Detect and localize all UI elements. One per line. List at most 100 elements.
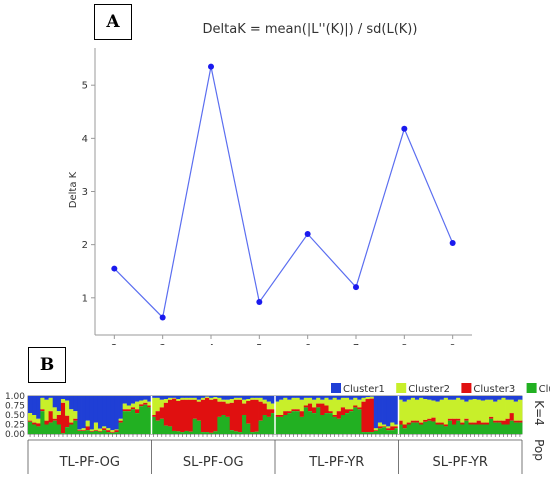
admixture-segment — [299, 416, 305, 434]
admixture-segment — [213, 397, 218, 400]
admixture-segment — [275, 396, 280, 402]
admixture-segment — [250, 396, 255, 398]
admixture-segment — [155, 420, 161, 434]
admixture-segment — [427, 420, 432, 434]
admixture-segment — [126, 411, 132, 434]
admixture-segment — [501, 420, 506, 425]
admixture-segment — [151, 416, 157, 434]
admixture-segment — [291, 397, 296, 410]
admixture-segment — [497, 399, 502, 421]
admixture-segment — [439, 399, 445, 423]
admixture-segment — [242, 403, 247, 415]
admixture-segment — [205, 432, 210, 434]
admixture-segment — [130, 396, 136, 404]
admixture-segment — [184, 399, 189, 431]
admixture-segment — [431, 417, 436, 422]
admixture-segment — [349, 396, 354, 400]
panel-b-label: B — [28, 347, 66, 383]
admixture-segment — [97, 428, 103, 431]
deltak-y-tick-label: 1 — [82, 293, 88, 304]
deltak-point — [208, 63, 214, 70]
admixture-segment — [233, 431, 239, 434]
legend-swatch — [461, 383, 472, 393]
admixture-segment — [270, 413, 276, 434]
admixture-segment — [135, 413, 140, 434]
admixture-segment — [40, 409, 45, 412]
admixture-segment — [176, 431, 181, 434]
deltak-y-axis-label: Delta K — [68, 171, 79, 208]
admixture-segment — [40, 397, 45, 410]
admixture-segment — [266, 401, 272, 410]
admixture-segment — [460, 399, 465, 423]
admixture-segment — [299, 399, 305, 412]
admixture-segment — [386, 396, 391, 427]
admixture-segment — [316, 403, 321, 408]
admixture-segment — [353, 407, 358, 434]
admixture-segment — [246, 399, 251, 401]
admixture-segment — [77, 429, 82, 431]
admixture-segment — [254, 431, 259, 434]
admixture-segment — [480, 396, 486, 401]
legend-label: Cluster1 — [343, 384, 385, 395]
admixture-segment — [447, 396, 453, 400]
admixture-segment — [242, 415, 247, 434]
population-label: TL-PF-OG — [59, 455, 120, 470]
admixture-segment — [176, 396, 181, 400]
deltak-x-tick-label: 3 — [159, 343, 165, 345]
admixture-segment — [489, 399, 494, 417]
admixture-segment — [480, 424, 486, 434]
admixture-segment — [373, 428, 379, 431]
admixture-segment — [196, 401, 202, 421]
admixture-segment — [143, 399, 148, 403]
admixture-segment — [217, 416, 222, 434]
admixture-segment — [139, 400, 144, 405]
admixture-segment — [118, 396, 124, 419]
admixture-segment — [447, 420, 453, 434]
admixture-segment — [394, 396, 399, 425]
admixture-segment — [517, 396, 523, 400]
admixture-segment — [65, 400, 70, 416]
admixture-segment — [270, 409, 276, 414]
admixture-segment — [414, 399, 420, 421]
admixture-segment — [365, 432, 371, 434]
admixture-segment — [69, 409, 74, 423]
admixture-segment — [410, 422, 416, 434]
admixture-segment — [472, 396, 478, 400]
admixture-segment — [398, 420, 404, 425]
admixture-segment — [159, 396, 165, 400]
admixture-segment — [89, 396, 95, 430]
admixture-segment — [65, 396, 70, 401]
admixture-segment — [489, 396, 494, 400]
admixture-segment — [377, 428, 383, 434]
admixture-segment — [349, 399, 354, 410]
admixture-segment — [28, 420, 33, 422]
admixture-segment — [48, 422, 54, 434]
admixture-segment — [209, 432, 214, 434]
admixture-segment — [312, 407, 317, 414]
admixture-segment — [439, 424, 445, 434]
admixture-segment — [180, 432, 185, 434]
admixture-segment — [505, 396, 511, 400]
structure-y-tick-label: 1.00 — [5, 392, 25, 402]
admixture-segment — [130, 403, 136, 408]
admixture-segment — [328, 396, 334, 400]
deltak-y-tick-label: 2 — [82, 240, 88, 251]
admixture-segment — [394, 428, 399, 434]
admixture-segment — [517, 422, 523, 434]
legend-label: Cluster4 — [539, 384, 550, 395]
admixture-segment — [480, 400, 486, 423]
admixture-segment — [229, 396, 235, 400]
admixture-segment — [242, 396, 247, 400]
admixture-segment — [464, 396, 469, 402]
admixture-segment — [377, 422, 383, 427]
admixture-segment — [73, 411, 78, 419]
admixture-segment — [460, 424, 465, 434]
admixture-segment — [505, 399, 511, 419]
admixture-segment — [44, 399, 49, 421]
admixture-segment — [493, 420, 498, 423]
admixture-segment — [365, 396, 371, 398]
admixture-segment — [316, 397, 321, 404]
admixture-segment — [497, 396, 502, 400]
admixture-segment — [332, 416, 338, 434]
admixture-segment — [344, 396, 350, 398]
